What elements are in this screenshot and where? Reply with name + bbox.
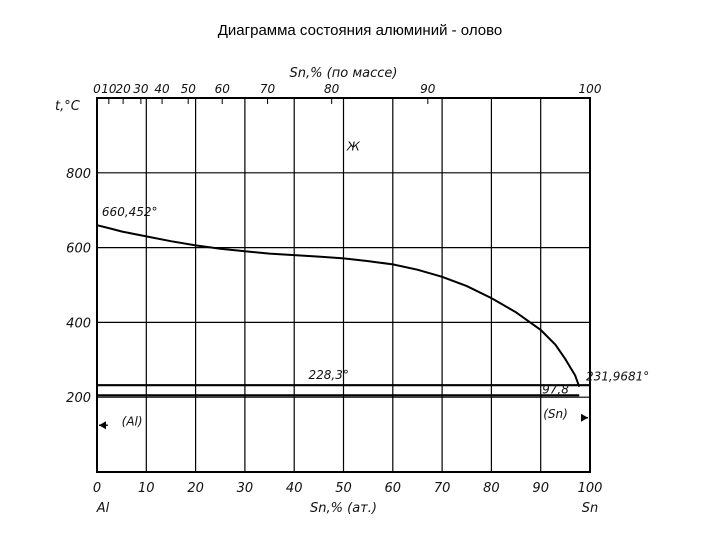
annotation-label: 97,8 xyxy=(542,382,569,396)
top-tick-label: 60 xyxy=(215,82,231,96)
top-tick-label: 70 xyxy=(260,82,276,96)
end-label-sn: Sn xyxy=(582,501,599,516)
top-tick-label: 0 xyxy=(93,82,101,96)
top-tick-label: 80 xyxy=(324,82,340,96)
sn-arrow-head xyxy=(581,413,588,422)
bottom-axis-title: Sn,% (ат.) xyxy=(310,501,377,516)
annotation-label: 660,452° xyxy=(102,205,158,219)
top-tick-label: 30 xyxy=(133,82,149,96)
al-arrow-head xyxy=(99,421,106,430)
series-layer xyxy=(96,224,590,430)
series-line-0 xyxy=(96,224,581,388)
annotation-label: (Sn) xyxy=(543,407,568,421)
top-tick-label: 20 xyxy=(115,82,131,96)
end-label-al: Al xyxy=(96,501,110,516)
x-tick-label: 0 xyxy=(93,481,101,496)
top-tick-label: 100 xyxy=(579,82,602,96)
y-axis-title: t,°C xyxy=(55,99,81,114)
x-tick-label: 60 xyxy=(385,481,402,496)
y-tick-label: 800 xyxy=(66,167,91,182)
top-tick-label: 40 xyxy=(154,82,170,96)
x-tick-label: 20 xyxy=(187,481,204,496)
top-tick-label: 90 xyxy=(420,82,436,96)
y-tick-label: 400 xyxy=(66,316,91,331)
x-tick-label: 80 xyxy=(483,481,500,496)
x-tick-label: 90 xyxy=(532,481,549,496)
x-tick-label: 100 xyxy=(578,481,603,496)
annotation-label: 228,3° xyxy=(309,368,349,382)
x-tick-label: 10 xyxy=(138,481,155,496)
annotation-label: (Al) xyxy=(122,414,143,428)
slide-title: Диаграмма состояния алюминий - олово xyxy=(217,22,503,39)
x-tick-label: 70 xyxy=(434,481,451,496)
top-tick-label: 50 xyxy=(181,82,197,96)
top-axis-title: Sn,% (по массе) xyxy=(290,66,398,81)
top-tick-label: 10 xyxy=(101,82,117,96)
x-tick-label: 40 xyxy=(286,481,303,496)
annotation-label: 231,9681° xyxy=(586,369,649,383)
x-tick-label: 50 xyxy=(335,481,352,496)
plot-frame xyxy=(96,97,591,473)
y-tick-label: 200 xyxy=(66,391,91,406)
y-tick-label: 600 xyxy=(66,242,91,257)
x-tick-label: 30 xyxy=(237,481,254,496)
grid xyxy=(97,98,590,472)
annotation-label: Ж xyxy=(346,139,361,153)
labels-layer: Sn,% (по массе) Sn,% (ат.) t,°C Al Sn 660,452… xyxy=(55,66,649,516)
